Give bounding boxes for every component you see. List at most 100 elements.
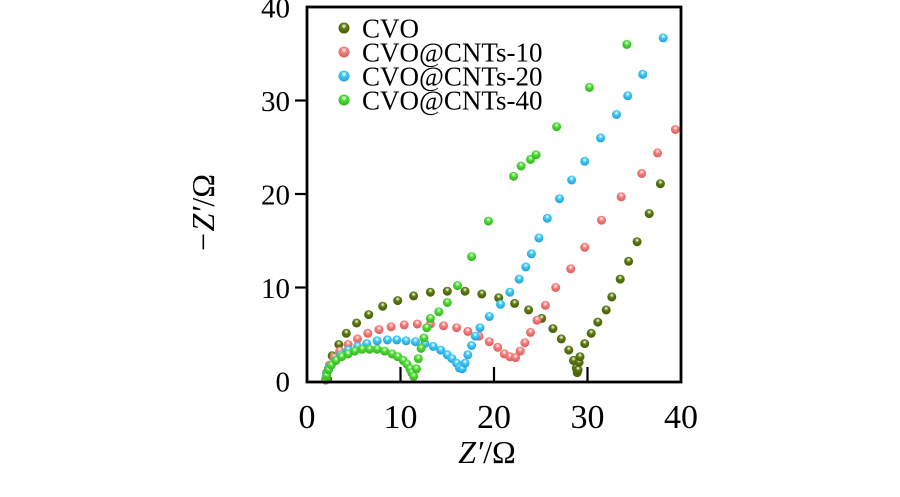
data-point: [453, 281, 462, 291]
data-point: [505, 287, 515, 297]
data-point: [392, 335, 402, 345]
data-point: [509, 171, 519, 181]
data-point: [510, 298, 520, 308]
data-point: [470, 331, 480, 341]
data-point: [419, 333, 429, 343]
data-point: [409, 371, 419, 381]
data-point: [632, 237, 642, 247]
data-point: [521, 262, 531, 272]
x-tick-label: 30: [571, 399, 605, 436]
data-point: [341, 328, 351, 338]
data-point: [556, 334, 566, 344]
data-point: [653, 148, 663, 158]
data-point: [515, 346, 525, 356]
data-point: [615, 274, 625, 284]
legend-item: CVO: [338, 14, 419, 44]
data-point: [580, 156, 590, 166]
y-tick-label: 20: [261, 179, 290, 211]
data-point: [593, 317, 603, 327]
data-point: [493, 342, 503, 352]
y-tick-label: 30: [261, 86, 290, 118]
data-point: [434, 307, 444, 317]
data-point: [638, 69, 648, 79]
data-point: [413, 354, 423, 364]
data-point: [580, 242, 590, 252]
data-point: [484, 337, 494, 347]
data-point: [575, 352, 585, 362]
data-point: [399, 320, 409, 330]
data-point: [442, 298, 452, 307]
data-point: [452, 323, 462, 333]
legend-marker-icon: [338, 94, 350, 106]
data-point: [365, 344, 375, 354]
data-point: [658, 33, 668, 43]
data-point: [425, 287, 435, 297]
data-point: [564, 345, 574, 355]
data-point: [542, 213, 552, 223]
data-point: [524, 305, 534, 315]
data-point: [532, 315, 542, 325]
axis-tick-labels: 0 10 20 30 40 0 10 20 30 40: [261, 0, 698, 436]
legend-item: CVO@CNTs-10: [338, 38, 542, 68]
data-point: [548, 324, 558, 334]
series-cvo-cnts-10: [321, 125, 680, 384]
data-point: [363, 328, 373, 338]
data-point: [612, 110, 621, 119]
data-point: [567, 175, 577, 185]
data-point: [644, 209, 654, 219]
data-point: [463, 326, 473, 336]
data-point: [584, 82, 594, 92]
data-point: [601, 305, 611, 315]
data-point: [460, 358, 470, 368]
data-point: [511, 353, 520, 363]
data-point: [411, 337, 420, 347]
data-point: [514, 274, 524, 284]
y-tick-label: 10: [261, 273, 290, 305]
data-point: [526, 249, 536, 259]
data-point: [393, 296, 403, 306]
data-point: [411, 364, 421, 374]
data-point: [409, 291, 419, 301]
data-point: [350, 346, 360, 356]
data-point: [422, 323, 432, 333]
data-point: [382, 335, 392, 345]
data-point: [428, 341, 438, 351]
y-tick-label: 40: [261, 0, 290, 24]
data-point: [412, 319, 422, 329]
data-point: [374, 325, 384, 335]
data-point: [624, 256, 634, 266]
data-point: [353, 334, 362, 344]
data-point: [551, 283, 561, 292]
data-point: [401, 336, 411, 346]
legend-item: CVO@CNTs-40: [338, 86, 542, 116]
legend-label: CVO@CNTs-10: [362, 38, 542, 68]
data-point: [439, 321, 448, 331]
data-point: [552, 122, 562, 132]
data-point: [484, 312, 494, 321]
data-point: [520, 338, 530, 348]
data-point: [607, 292, 617, 302]
data-point: [516, 161, 526, 171]
data-point: [357, 344, 367, 354]
data-series-layer: [321, 33, 680, 385]
data-point: [531, 150, 541, 160]
legend-marker-icon: [338, 46, 350, 58]
series-cvo: [323, 179, 665, 384]
data-point: [623, 91, 633, 101]
data-point: [596, 133, 606, 143]
x-tick-label: 20: [477, 399, 511, 436]
data-point: [483, 216, 493, 226]
data-point: [496, 299, 505, 309]
data-point: [534, 233, 544, 243]
data-point: [460, 286, 470, 296]
x-tick-label: 0: [299, 399, 316, 436]
data-point: [334, 340, 344, 349]
data-point: [475, 323, 485, 333]
x-tick-label: 10: [384, 399, 418, 436]
data-point: [540, 300, 550, 310]
data-point: [637, 168, 647, 178]
x-tick-label: 40: [664, 399, 698, 436]
data-point: [416, 343, 426, 353]
